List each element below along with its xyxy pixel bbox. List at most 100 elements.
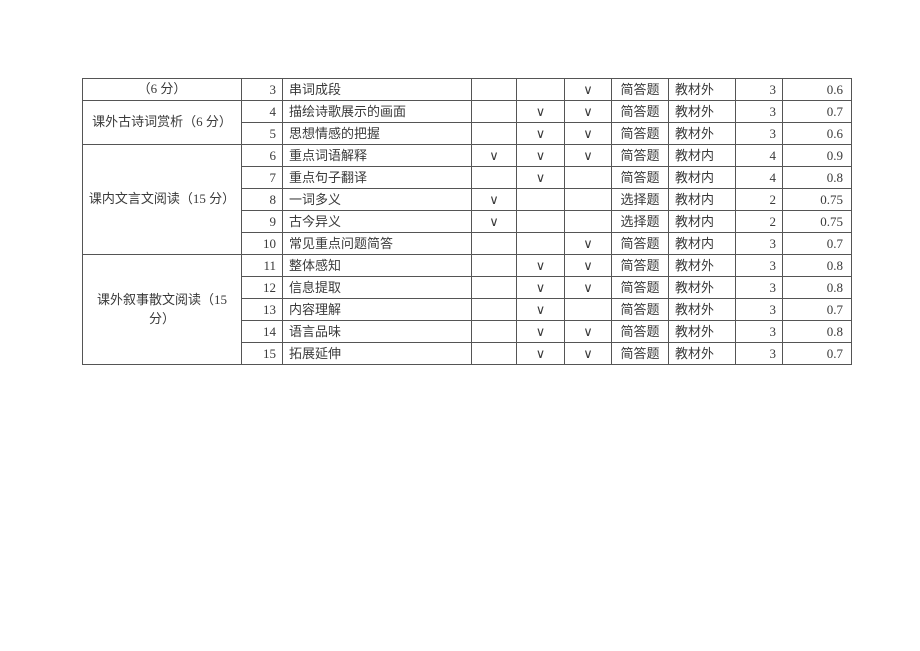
points-cell: 2 [736, 211, 783, 233]
mark3-cell [565, 167, 612, 189]
num-cell: 5 [242, 123, 283, 145]
type-cell: 简答题 [612, 145, 669, 167]
topic-cell: 一词多义 [283, 189, 472, 211]
section-cell: 课外古诗词赏析（6 分） [83, 101, 242, 145]
src-cell: 教材外 [669, 101, 736, 123]
mark2-cell: ∨ [517, 167, 565, 189]
section-cell: （6 分） [83, 79, 242, 101]
diff-cell: 0.7 [783, 299, 852, 321]
num-cell: 9 [242, 211, 283, 233]
type-cell: 简答题 [612, 79, 669, 101]
src-cell: 教材外 [669, 321, 736, 343]
mark2-cell [517, 233, 565, 255]
mark1-cell [472, 167, 517, 189]
topic-cell: 常见重点问题简答 [283, 233, 472, 255]
points-cell: 3 [736, 299, 783, 321]
mark1-cell: ∨ [472, 145, 517, 167]
topic-cell: 整体感知 [283, 255, 472, 277]
topic-cell: 语言品味 [283, 321, 472, 343]
diff-cell: 0.6 [783, 79, 852, 101]
src-cell: 教材内 [669, 233, 736, 255]
num-cell: 7 [242, 167, 283, 189]
type-cell: 简答题 [612, 101, 669, 123]
mark3-cell: ∨ [565, 277, 612, 299]
mark2-cell: ∨ [517, 145, 565, 167]
mark3-cell [565, 211, 612, 233]
diff-cell: 0.6 [783, 123, 852, 145]
section-cell: 课内文言文阅读（15 分） [83, 145, 242, 255]
mark3-cell [565, 299, 612, 321]
mark2-cell [517, 211, 565, 233]
mark1-cell [472, 277, 517, 299]
mark3-cell: ∨ [565, 255, 612, 277]
topic-cell: 古今异义 [283, 211, 472, 233]
mark2-cell [517, 79, 565, 101]
num-cell: 14 [242, 321, 283, 343]
table-row: 课外古诗词赏析（6 分）4描绘诗歌展示的画面∨∨简答题教材外30.7 [83, 101, 852, 123]
diff-cell: 0.7 [783, 233, 852, 255]
src-cell: 教材内 [669, 145, 736, 167]
type-cell: 简答题 [612, 321, 669, 343]
src-cell: 教材外 [669, 123, 736, 145]
mark3-cell: ∨ [565, 123, 612, 145]
points-cell: 3 [736, 233, 783, 255]
table-row: 课外叙事散文阅读（15 分）11整体感知∨∨简答题教材外30.8 [83, 255, 852, 277]
type-cell: 简答题 [612, 123, 669, 145]
src-cell: 教材外 [669, 343, 736, 365]
type-cell: 简答题 [612, 277, 669, 299]
type-cell: 简答题 [612, 255, 669, 277]
diff-cell: 0.7 [783, 343, 852, 365]
section-cell: 课外叙事散文阅读（15 分） [83, 255, 242, 365]
table-row: （6 分）3串词成段∨简答题教材外30.6 [83, 79, 852, 101]
points-cell: 4 [736, 145, 783, 167]
topic-cell: 内容理解 [283, 299, 472, 321]
num-cell: 11 [242, 255, 283, 277]
src-cell: 教材外 [669, 277, 736, 299]
mark3-cell: ∨ [565, 79, 612, 101]
type-cell: 选择题 [612, 211, 669, 233]
src-cell: 教材内 [669, 189, 736, 211]
points-cell: 4 [736, 167, 783, 189]
points-cell: 3 [736, 343, 783, 365]
num-cell: 4 [242, 101, 283, 123]
mark2-cell: ∨ [517, 123, 565, 145]
num-cell: 6 [242, 145, 283, 167]
num-cell: 10 [242, 233, 283, 255]
diff-cell: 0.9 [783, 145, 852, 167]
diff-cell: 0.7 [783, 101, 852, 123]
mark2-cell: ∨ [517, 343, 565, 365]
mark2-cell: ∨ [517, 299, 565, 321]
mark3-cell: ∨ [565, 343, 612, 365]
topic-cell: 串词成段 [283, 79, 472, 101]
topic-cell: 描绘诗歌展示的画面 [283, 101, 472, 123]
mark2-cell: ∨ [517, 255, 565, 277]
diff-cell: 0.8 [783, 277, 852, 299]
src-cell: 教材内 [669, 167, 736, 189]
diff-cell: 0.8 [783, 255, 852, 277]
mark1-cell [472, 101, 517, 123]
mark1-cell [472, 233, 517, 255]
diff-cell: 0.8 [783, 167, 852, 189]
mark2-cell: ∨ [517, 277, 565, 299]
type-cell: 选择题 [612, 189, 669, 211]
num-cell: 15 [242, 343, 283, 365]
mark3-cell: ∨ [565, 233, 612, 255]
num-cell: 13 [242, 299, 283, 321]
mark1-cell [472, 299, 517, 321]
mark3-cell [565, 189, 612, 211]
spec-table: （6 分）3串词成段∨简答题教材外30.6课外古诗词赏析（6 分）4描绘诗歌展示… [82, 78, 852, 365]
mark1-cell [472, 123, 517, 145]
mark2-cell [517, 189, 565, 211]
type-cell: 简答题 [612, 233, 669, 255]
topic-cell: 思想情感的把握 [283, 123, 472, 145]
diff-cell: 0.8 [783, 321, 852, 343]
points-cell: 3 [736, 277, 783, 299]
type-cell: 简答题 [612, 167, 669, 189]
mark2-cell: ∨ [517, 321, 565, 343]
points-cell: 2 [736, 189, 783, 211]
diff-cell: 0.75 [783, 189, 852, 211]
table-row: 课内文言文阅读（15 分）6重点词语解释∨∨∨简答题教材内40.9 [83, 145, 852, 167]
diff-cell: 0.75 [783, 211, 852, 233]
mark2-cell: ∨ [517, 101, 565, 123]
points-cell: 3 [736, 321, 783, 343]
